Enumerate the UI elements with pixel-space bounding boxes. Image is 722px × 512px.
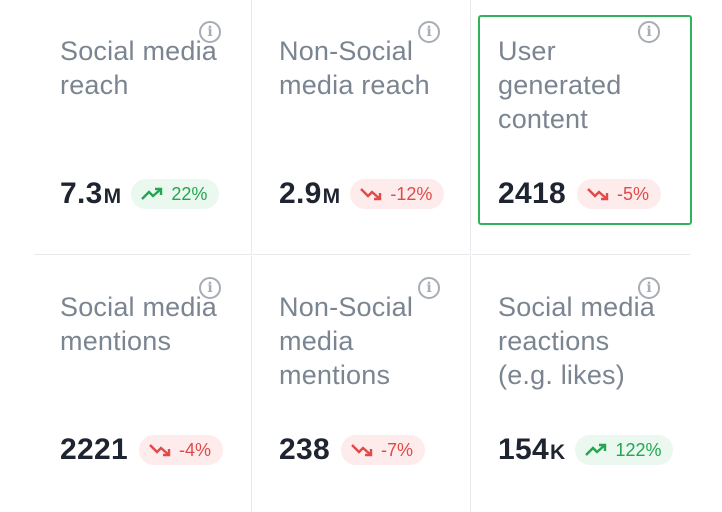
- trend-down-icon: [149, 444, 171, 457]
- metric-title: User generated content: [498, 36, 622, 134]
- trend-down-icon: [587, 188, 609, 201]
- trend-up-icon: [141, 187, 163, 200]
- metric-value: 2221: [60, 433, 128, 466]
- metric-value-row: 7.3M 22%: [60, 174, 220, 214]
- info-icon[interactable]: i: [638, 277, 660, 299]
- trend-badge: 22%: [131, 179, 220, 209]
- trend-badge: 122%: [575, 435, 674, 465]
- metric-card-social-media-mentions[interactable]: Social media mentions i 2221 -4%: [34, 256, 252, 512]
- trend-down-icon: [360, 188, 382, 201]
- trend-badge: -7%: [340, 435, 425, 465]
- metric-value: 154K: [498, 433, 566, 466]
- metric-title: Non-Social media reach: [279, 36, 430, 100]
- metric-card-social-media-reactions[interactable]: Social media reactions (e.g. likes) i 15…: [472, 256, 690, 512]
- metric-value: 2418: [498, 177, 566, 210]
- trend-badge: -12%: [350, 179, 445, 209]
- metric-card-user-generated-content[interactable]: User generated content i 2418 -5%: [472, 0, 692, 255]
- metric-value-row: 2418 -5%: [498, 174, 661, 214]
- info-icon[interactable]: i: [199, 21, 221, 43]
- metric-value-row: 154K 122%: [498, 430, 674, 470]
- metric-value: 7.3M: [60, 177, 122, 210]
- trend-badge: -5%: [576, 179, 661, 209]
- metric-title: Social media reach: [60, 36, 217, 100]
- info-icon[interactable]: i: [638, 21, 660, 43]
- trend-up-icon: [585, 443, 607, 456]
- metric-value-row: 238 -7%: [279, 430, 425, 470]
- metric-card-non-social-media-reach[interactable]: Non-Social media reach i 2.9M -12%: [253, 0, 471, 255]
- trend-down-icon: [351, 444, 373, 457]
- metric-value-row: 2.9M -12%: [279, 174, 445, 214]
- metric-value: 238: [279, 433, 330, 466]
- metric-title: Non-Social media mentions: [279, 292, 414, 390]
- selection-outline: [478, 15, 692, 225]
- metric-card-social-media-reach[interactable]: Social media reach i 7.3M 22%: [34, 0, 252, 255]
- metric-title: Social media reactions (e.g. likes): [498, 292, 655, 390]
- info-icon[interactable]: i: [418, 277, 440, 299]
- metric-value-row: 2221 -4%: [60, 430, 223, 470]
- metric-value: 2.9M: [279, 177, 341, 210]
- info-icon[interactable]: i: [199, 277, 221, 299]
- trend-badge: -4%: [138, 435, 223, 465]
- info-icon[interactable]: i: [418, 21, 440, 43]
- metric-card-non-social-media-mentions[interactable]: Non-Social media mentions i 238 -7%: [253, 256, 471, 512]
- metric-title: Social media mentions: [60, 292, 217, 356]
